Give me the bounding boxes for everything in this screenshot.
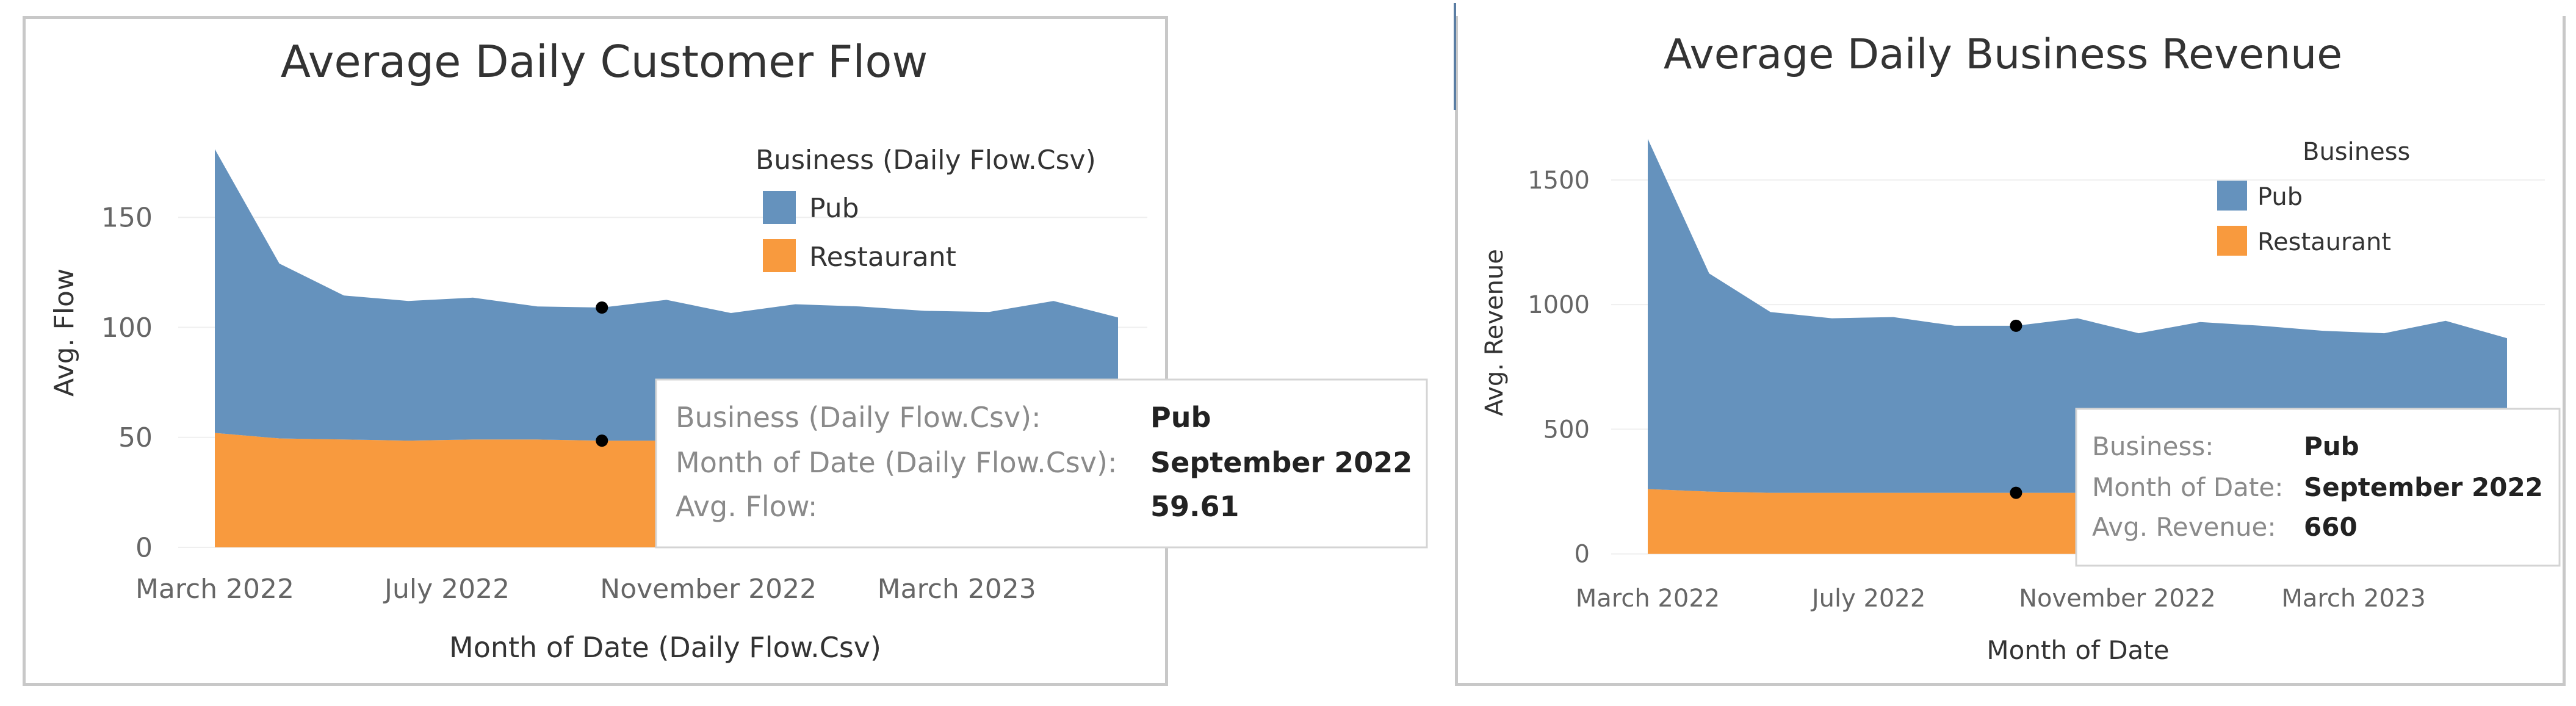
legend-item-restaurant: Restaurant: [2257, 228, 2391, 256]
tooltip-value-flow: 59.61: [1150, 490, 1239, 523]
legend-swatch-restaurant: [2217, 226, 2247, 256]
y-tick-label: 100: [101, 312, 153, 344]
y-axis-label: Avg. Revenue: [1481, 249, 1509, 416]
y-tick-label: 0: [135, 532, 153, 563]
x-axis-label: Month of Date (Daily Flow.Csv): [449, 631, 881, 664]
legend-item-pub: Pub: [2257, 183, 2303, 211]
x-tick-label: July 2022: [1810, 585, 1925, 613]
tooltip-key-flow: Avg. Flow:: [676, 490, 817, 523]
y-tick-label: 50: [118, 422, 153, 453]
revenue-chart: Average Daily Business Revenue 0 500 1000 1…: [1481, 31, 2561, 665]
legend-swatch-pub: [2217, 181, 2247, 211]
x-tick-label: July 2022: [383, 574, 510, 605]
highlight-point-pub: [596, 301, 608, 314]
y-tick-label: 150: [101, 203, 153, 234]
tooltip-value-month: September 2022: [1150, 446, 1412, 479]
legend: Business (Daily Flow.Csv) Pub Restaurant: [756, 145, 1096, 273]
chart-title: Average Daily Business Revenue: [1664, 31, 2342, 79]
x-tick-label: March 2023: [2281, 585, 2425, 613]
x-tick-label: March 2023: [878, 574, 1036, 605]
tooltip-key-revenue: Avg. Revenue:: [2092, 512, 2276, 542]
x-tick-label: March 2022: [1576, 585, 1720, 613]
x-tick-label: November 2022: [600, 574, 817, 605]
tooltip-key-business: Business:: [2092, 431, 2213, 461]
tooltip: Business (Daily Flow.Csv): Pub Month of …: [655, 378, 1428, 549]
tooltip-box: [655, 378, 1428, 549]
x-tick-label: November 2022: [2019, 585, 2216, 613]
legend-swatch-restaurant: [763, 239, 796, 272]
x-tick-label: March 2022: [135, 574, 294, 605]
tooltip-key-month: Month of Date (Daily Flow.Csv):: [676, 446, 1117, 479]
tooltip: Business: Pub Month of Date: September 2…: [2075, 408, 2561, 567]
flow-chart: Average Daily Customer Flow 0 50 100 150 Ma…: [49, 36, 1428, 664]
chart-title: Average Daily Customer Flow: [281, 36, 928, 87]
legend-item-restaurant: Restaurant: [809, 242, 956, 273]
tooltip-key-business: Business (Daily Flow.Csv):: [676, 401, 1041, 434]
tooltip-box: [2075, 408, 2561, 567]
highlight-point-restaurant: [596, 434, 608, 447]
area-series-pub: [1648, 139, 2507, 493]
y-tick-label: 0: [1575, 541, 1590, 569]
y-tick-label: 500: [1543, 416, 1590, 444]
legend-item-pub: Pub: [809, 193, 859, 224]
y-tick-label: 1500: [1528, 167, 1590, 195]
tooltip-value-business: Pub: [2304, 431, 2359, 461]
tooltip-value-month: September 2022: [2304, 472, 2543, 502]
highlight-point-pub: [2010, 319, 2022, 332]
legend: Business Pub Restaurant: [2217, 138, 2410, 256]
legend-title: Business: [2303, 138, 2410, 166]
area-series-pub: [215, 149, 1118, 442]
legend-title: Business (Daily Flow.Csv): [756, 145, 1096, 176]
y-tick-label: 1000: [1528, 291, 1590, 319]
highlight-point-restaurant: [2010, 486, 2022, 499]
tooltip-value-business: Pub: [1150, 401, 1211, 434]
tooltip-key-month: Month of Date:: [2092, 472, 2283, 502]
legend-swatch-pub: [763, 191, 796, 224]
panel-divider: [1454, 3, 1456, 110]
tooltip-value-revenue: 660: [2304, 512, 2358, 542]
y-axis-label: Avg. Flow: [49, 268, 80, 397]
x-axis-label: Month of Date: [1986, 635, 2169, 665]
